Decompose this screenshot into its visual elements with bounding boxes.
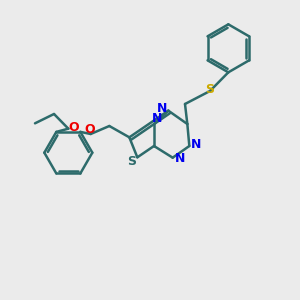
Text: N: N [152,112,163,125]
Text: S: S [127,155,136,168]
Text: O: O [85,123,95,136]
Text: O: O [68,121,79,134]
Text: N: N [175,152,185,165]
Text: S: S [206,83,214,96]
Text: N: N [157,101,167,115]
Text: N: N [191,138,201,151]
